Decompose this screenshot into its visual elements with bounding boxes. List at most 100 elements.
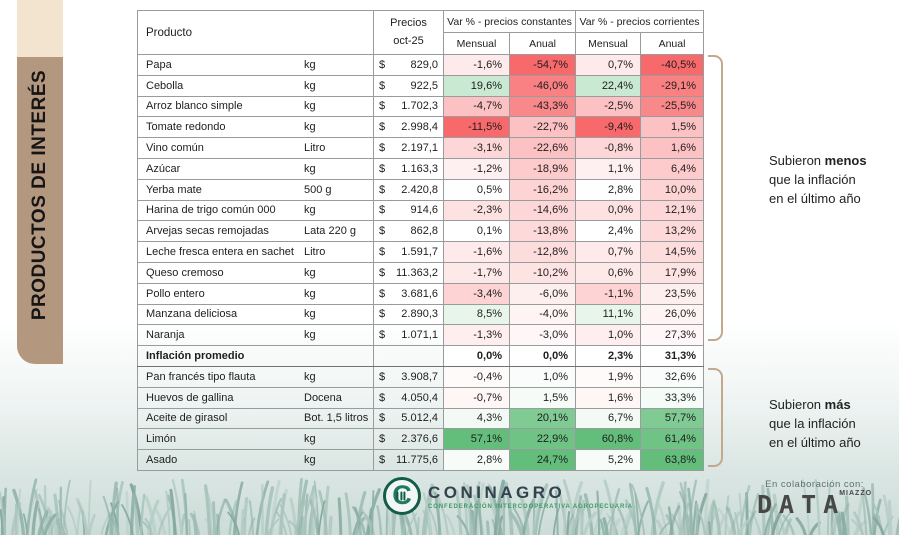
variation-cell: 17,9% [640, 261, 705, 284]
variation-cell: 6,7% [575, 407, 642, 430]
variation-cell: 0,6% [575, 261, 642, 284]
variation-cell: -43,3% [508, 95, 577, 118]
variation-cell: 0,0% [575, 199, 642, 222]
price-cell: $1.163,3 [373, 157, 444, 180]
price-cell: $4.050,4 [373, 386, 444, 409]
price-cell: $862,8 [373, 220, 444, 243]
variation-cell: 23,5% [640, 282, 705, 305]
table-row: Azúcar kg $1.163,3 -1,2% -18,9% 1,1% 6,4% [137, 157, 705, 180]
variation-cell: 2,8% [443, 449, 510, 471]
product-cell: Aceite de girasol Bot. 1,5 litros [137, 407, 374, 430]
coninagro-subtitle: CONFEDERACIÓN INTERCOOPERATIVA AGROPECUA… [428, 503, 634, 510]
table-row: Inflación promedio 0,0% 0,0% 2,3% 31,3% [137, 345, 705, 367]
variation-cell: -6,0% [508, 282, 577, 305]
bracket-subieron-menos [708, 55, 723, 341]
ribbon-body [17, 57, 63, 364]
data-wordmark: DATAMIAZZO [757, 490, 873, 519]
variation-cell: -14,6% [508, 199, 577, 222]
variation-cell: -40,5% [640, 54, 705, 76]
variation-cell: 1,5% [508, 386, 577, 409]
variation-cell: -9,4% [575, 116, 642, 139]
variation-cell: -0,4% [443, 365, 510, 388]
variation-cell: 57,7% [640, 407, 705, 430]
annotation-bold-word: menos [824, 153, 867, 168]
variation-cell: 0,1% [443, 220, 510, 243]
table-row: Cebolla kg $922,5 19,6% -46,0% 22,4% -29,1% [137, 74, 705, 97]
sidebar-ribbon: PRODUCTOS DE INTERÉS [17, 0, 63, 364]
variation-cell: -12,8% [508, 241, 577, 263]
table-row: Naranja kg $1.071,1 -1,3% -3,0% 1,0% 27,3% [137, 324, 705, 347]
variation-cell: 61,4% [640, 428, 705, 451]
price-cell: $3.908,7 [373, 365, 444, 388]
coninagro-c-glyph: C [392, 479, 412, 510]
variation-cell: -1,2% [443, 157, 510, 180]
product-cell: Azúcar kg [137, 157, 374, 180]
product-cell: Tomate redondo kg [137, 116, 374, 139]
product-cell: Huevos de gallina Docena [137, 386, 374, 409]
variation-cell: 0,7% [575, 241, 642, 263]
column-header-anual-corrientes: Anual [640, 32, 705, 55]
price-cell [373, 345, 444, 367]
column-header-anual-constantes: Anual [508, 32, 577, 55]
variation-cell: 11,1% [575, 303, 642, 326]
variation-cell: 31,3% [640, 345, 705, 367]
product-cell: Manzana deliciosa kg [137, 303, 374, 326]
product-cell: Harina de trigo común 000 kg [137, 199, 374, 222]
variation-cell: -1,3% [443, 324, 510, 347]
annotation-line: que la inflación [769, 415, 856, 431]
variation-cell: -18,9% [508, 157, 577, 180]
variation-cell: 6,4% [640, 157, 705, 180]
variation-cell: 32,6% [640, 365, 705, 388]
product-cell: Inflación promedio [137, 345, 374, 367]
product-cell: Pollo entero kg [137, 282, 374, 305]
variation-cell: -3,0% [508, 324, 577, 347]
variation-cell: -1,7% [443, 261, 510, 284]
price-cell: $2.998,4 [373, 116, 444, 139]
product-cell: Asado kg [137, 449, 374, 471]
variation-cell: 2,3% [575, 345, 642, 367]
table-row: Tomate redondo kg $2.998,4 -11,5% -22,7% -9,4… [137, 116, 705, 139]
variation-cell: 10,0% [640, 178, 705, 201]
variation-cell: -3,1% [443, 137, 510, 159]
annotation-line: que la inflación [769, 171, 856, 187]
variation-cell: 1,6% [640, 137, 705, 159]
variation-cell: -4,0% [508, 303, 577, 326]
annotation-subieron-menos: Subieron menos que la inflación en el úl… [769, 152, 895, 209]
variation-cell: 24,7% [508, 449, 577, 471]
coninagro-wordmark: CONINAGRO [428, 482, 566, 502]
column-header-mensual-constantes: Mensual [443, 32, 510, 55]
variation-cell: 8,5% [443, 303, 510, 326]
variation-cell: 1,6% [575, 386, 642, 409]
product-cell: Leche fresca entera en sachet Litro [137, 241, 374, 263]
coninagro-emblem-icon: C [383, 477, 421, 515]
annotation-subieron-mas: Subieron más que la inflación en el últi… [769, 396, 895, 453]
variation-cell: -3,4% [443, 282, 510, 305]
variation-cell: 1,9% [575, 365, 642, 388]
precios-label: Precios [390, 17, 427, 30]
product-cell: Yerba mate 500 g [137, 178, 374, 201]
variation-cell: 1,0% [508, 365, 577, 388]
variation-cell: -25,5% [640, 95, 705, 118]
variation-cell: -22,6% [508, 137, 577, 159]
wheat-icon [396, 491, 406, 501]
price-cell: $1.702,3 [373, 95, 444, 118]
table-row: Pollo entero kg $3.681,6 -3,4% -6,0% -1,1% 23,… [137, 282, 705, 305]
variation-cell: 22,9% [508, 428, 577, 451]
price-cell: $11.363,2 [373, 261, 444, 284]
table-row: Yerba mate 500 g $2.420,8 0,5% -16,2% 2,8% 10,… [137, 178, 705, 201]
variation-cell: 4,3% [443, 407, 510, 430]
table-row: Limón kg $2.376,6 57,1% 22,9% 60,8% 61,4% [137, 428, 705, 451]
product-cell: Cebolla kg [137, 74, 374, 97]
precios-month: oct-25 [393, 34, 424, 47]
column-header-mensual-corrientes: Mensual [575, 32, 642, 55]
table-row: Leche fresca entera en sachet Litro $1.591… [137, 241, 705, 263]
price-cell: $1.071,1 [373, 324, 444, 347]
price-cell: $914,6 [373, 199, 444, 222]
variation-cell: -10,2% [508, 261, 577, 284]
annotation-bold-word: más [824, 397, 851, 412]
variation-cell: -46,0% [508, 74, 577, 97]
product-cell: Arroz blanco simple kg [137, 95, 374, 118]
product-cell: Queso cremoso kg [137, 261, 374, 284]
table-row: Manzana deliciosa kg $2.890,3 8,5% -4,0% 11,1… [137, 303, 705, 326]
variation-cell: -0,7% [443, 386, 510, 409]
